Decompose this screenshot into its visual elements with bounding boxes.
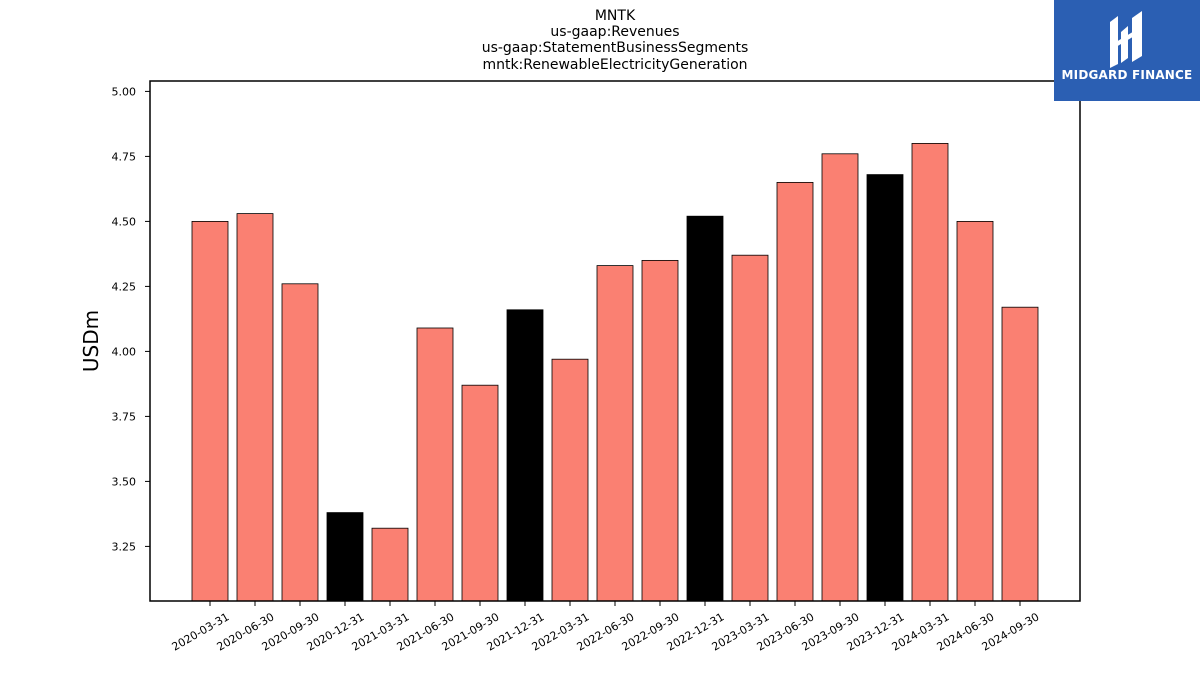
bar-series [191,142,1039,602]
y-tick-label: 4.50 [112,215,137,228]
bar-2024-09-30 [1001,306,1039,602]
y-axis: 3.25 3.50 3.75 4.00 4.25 4.50 4.75 5.00 [112,85,150,553]
bar-2023-03-31 [731,254,769,602]
plot-frame [149,80,1081,602]
chart-title: MNTK us-gaap:Revenues us-gaap:StatementB… [482,8,749,73]
bar-2024-03-31 [911,142,949,602]
bar-2022-03-31 [551,358,589,602]
y-tick-label: 3.25 [112,540,137,553]
bar-2020-12-31 [326,512,364,602]
bar-2021-12-31 [506,309,544,602]
y-axis-label: USDm [79,310,103,372]
chart-title-line-2: us-gaap:Revenues [550,24,679,40]
bar-2020-09-30 [281,283,319,602]
chart-title-line-4: mntk:RenewableElectricityGeneration [482,57,747,73]
midgard-logo-icon [1110,11,1142,68]
y-tick-label: 4.25 [112,280,137,293]
x-axis: 2020-03-312020-06-302020-09-302020-12-31… [170,601,1042,654]
bar-2020-03-31 [191,220,229,602]
midgard-finance-logo: MIDGARD FINANCE [1054,0,1200,101]
bar-2023-06-30 [776,181,814,602]
chart-title-line-3: us-gaap:StatementBusinessSegments [482,40,749,56]
bar-2021-06-30 [416,327,454,602]
bar-2021-03-31 [371,527,409,602]
bar-2023-12-31 [866,174,904,602]
logo-text: MIDGARD FINANCE [1061,68,1193,82]
bar-2021-09-30 [461,384,499,602]
bar-2022-06-30 [596,265,634,602]
bar-2020-06-30 [236,213,274,602]
bar-2023-09-30 [821,153,859,602]
y-tick-label: 3.75 [112,410,137,423]
y-tick-label: 4.75 [112,150,137,163]
bar-2022-12-31 [686,215,724,602]
chart-title-line-1: MNTK [595,8,636,24]
bar-2022-09-30 [641,259,679,602]
bar-2024-06-30 [956,220,994,602]
y-tick-label: 3.50 [112,475,137,488]
y-tick-label: 4.00 [112,345,137,358]
y-tick-label: 5.00 [112,85,137,98]
